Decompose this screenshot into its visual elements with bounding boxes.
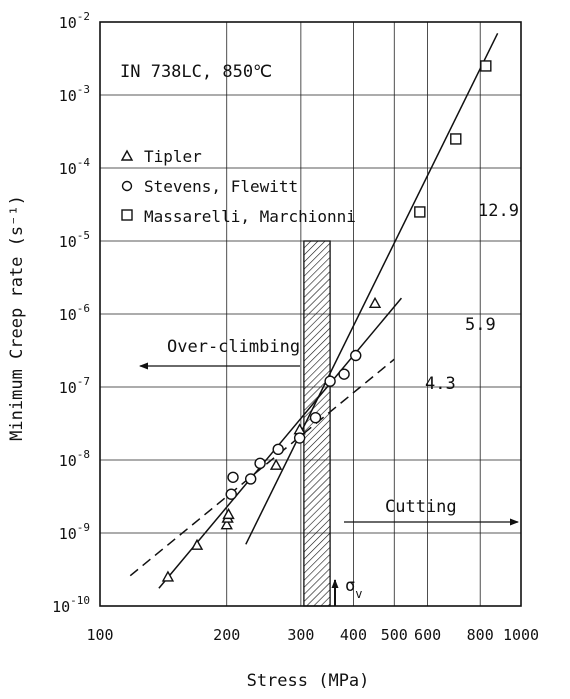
legend-label-stevens-flewitt: Stevens, Flewitt — [144, 177, 298, 196]
x-tick-labels: 100 200 300 400 500 600 800 1000 — [86, 626, 539, 644]
y-tick-label: 10-4 — [59, 156, 91, 178]
data-point-circle — [244, 473, 257, 485]
x-tick-label: 800 — [467, 626, 494, 644]
sigma-v-label: σv — [345, 576, 362, 601]
data-point-circle — [254, 457, 266, 470]
fit-line-12-9 — [245, 32, 499, 545]
fit-lines — [129, 32, 499, 589]
cutting-label: Cutting — [385, 497, 457, 517]
x-tick-label: 1000 — [503, 626, 539, 644]
data-point-triangle — [269, 458, 283, 470]
data-points — [161, 60, 492, 582]
x-tick-label: 600 — [414, 626, 441, 644]
condition-label: IN 738LC, 850℃ — [120, 62, 272, 82]
y-tick-label: 10-6 — [59, 302, 90, 324]
data-point-circle — [227, 471, 239, 483]
y-tick-label: 10-3 — [59, 83, 90, 105]
data-point-circle — [309, 411, 322, 424]
slope-label-4-3: 4.3 — [425, 374, 456, 394]
y-tick-label: 10-2 — [59, 10, 90, 32]
data-point-circle — [225, 488, 237, 500]
data-point-circle — [272, 443, 284, 456]
data-point-triangle — [368, 296, 382, 309]
y-tick-labels: 10-10 10-9 10-8 10-7 10-6 10-5 10-4 10-3 10-2 — [52, 10, 90, 616]
legend-label-tipler: Tipler — [144, 147, 202, 166]
plot-frame — [99, 21, 522, 607]
y-axis-title: Minimum Creep rate (s⁻¹) — [7, 195, 27, 441]
fit-line-4-3 — [129, 358, 395, 577]
x-tick-label: 200 — [213, 626, 240, 644]
slope-label-5-9: 5.9 — [465, 315, 496, 335]
data-point-triangle — [220, 518, 233, 530]
legend: Tipler Stevens, Flewitt Massarelli, Marc… — [120, 147, 356, 226]
legend-marker-triangle — [120, 149, 134, 161]
data-point-triangle — [222, 507, 235, 520]
x-tick-label: 500 — [381, 626, 408, 644]
data-point-circle — [350, 349, 362, 362]
data-point-circle — [293, 432, 306, 444]
x-tick-label: 300 — [287, 626, 314, 644]
y-tick-label: 10-5 — [59, 229, 90, 251]
slope-label-12-9: 12.9 — [478, 201, 519, 221]
fit-line-5-9 — [158, 297, 403, 589]
legend-marker-circle — [121, 180, 133, 192]
legend-label-massarelli-marchionni: Massarelli, Marchionni — [144, 207, 356, 226]
data-point-triangle — [161, 570, 175, 582]
data-point-circle — [338, 368, 350, 380]
data-point-square — [450, 133, 462, 145]
data-point-square — [414, 206, 426, 218]
y-tick-label: 10-9 — [59, 521, 90, 543]
data-point-circle — [324, 375, 336, 387]
data-point-triangle — [190, 538, 204, 550]
x-axis-title: Stress (MPa) — [247, 671, 370, 691]
x-tick-label: 400 — [340, 626, 367, 644]
y-tick-label: 10-8 — [59, 448, 90, 470]
data-point-square — [480, 60, 492, 72]
over-climbing-label: Over-climbing — [167, 337, 300, 357]
y-tick-label: 10-10 — [52, 594, 90, 616]
x-tick-label: 100 — [86, 626, 113, 644]
y-tick-label: 10-7 — [59, 375, 90, 397]
legend-marker-square — [121, 209, 133, 221]
